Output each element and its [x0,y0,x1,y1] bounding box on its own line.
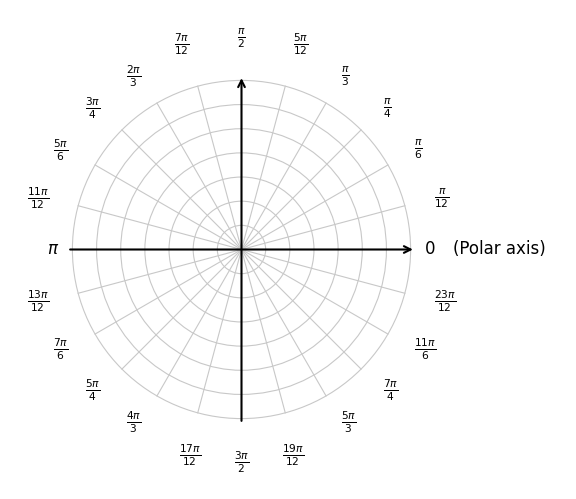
Text: $\frac{7\pi}{4}$: $\frac{7\pi}{4}$ [382,378,398,403]
Text: $\frac{5\pi}{3}$: $\frac{5\pi}{3}$ [341,410,357,435]
Text: $\frac{\pi}{2}$: $\frac{\pi}{2}$ [237,26,246,50]
Text: $\frac{2\pi}{3}$: $\frac{2\pi}{3}$ [126,64,142,89]
Text: $\pi$: $\pi$ [47,241,59,258]
Text: $\frac{3\pi}{4}$: $\frac{3\pi}{4}$ [85,96,100,121]
Text: $\frac{5\pi}{12}$: $\frac{5\pi}{12}$ [293,31,309,57]
Text: $\frac{3\pi}{2}$: $\frac{3\pi}{2}$ [234,449,249,475]
Text: $\frac{\pi}{6}$: $\frac{\pi}{6}$ [414,138,423,162]
Text: $\frac{7\pi}{6}$: $\frac{7\pi}{6}$ [54,336,69,362]
Text: (Polar axis): (Polar axis) [453,241,545,258]
Text: $\frac{4\pi}{3}$: $\frac{4\pi}{3}$ [126,410,142,435]
Text: $\frac{\pi}{3}$: $\frac{\pi}{3}$ [341,65,350,88]
Text: $\frac{17\pi}{12}$: $\frac{17\pi}{12}$ [179,442,201,468]
Text: $\frac{23\pi}{12}$: $\frac{23\pi}{12}$ [434,288,456,314]
Text: $0$: $0$ [424,241,435,258]
Text: $\frac{13\pi}{12}$: $\frac{13\pi}{12}$ [26,288,49,314]
Text: $\frac{11\pi}{12}$: $\frac{11\pi}{12}$ [26,185,49,211]
Text: $\frac{\pi}{12}$: $\frac{\pi}{12}$ [434,186,450,210]
Text: $\frac{\pi}{4}$: $\frac{\pi}{4}$ [382,97,391,120]
Text: $\frac{5\pi}{6}$: $\frac{5\pi}{6}$ [54,137,69,163]
Text: $\frac{7\pi}{12}$: $\frac{7\pi}{12}$ [175,31,190,57]
Text: $\frac{19\pi}{12}$: $\frac{19\pi}{12}$ [282,442,304,468]
Text: $\frac{5\pi}{4}$: $\frac{5\pi}{4}$ [85,378,100,403]
Text: $\frac{11\pi}{6}$: $\frac{11\pi}{6}$ [414,336,437,362]
